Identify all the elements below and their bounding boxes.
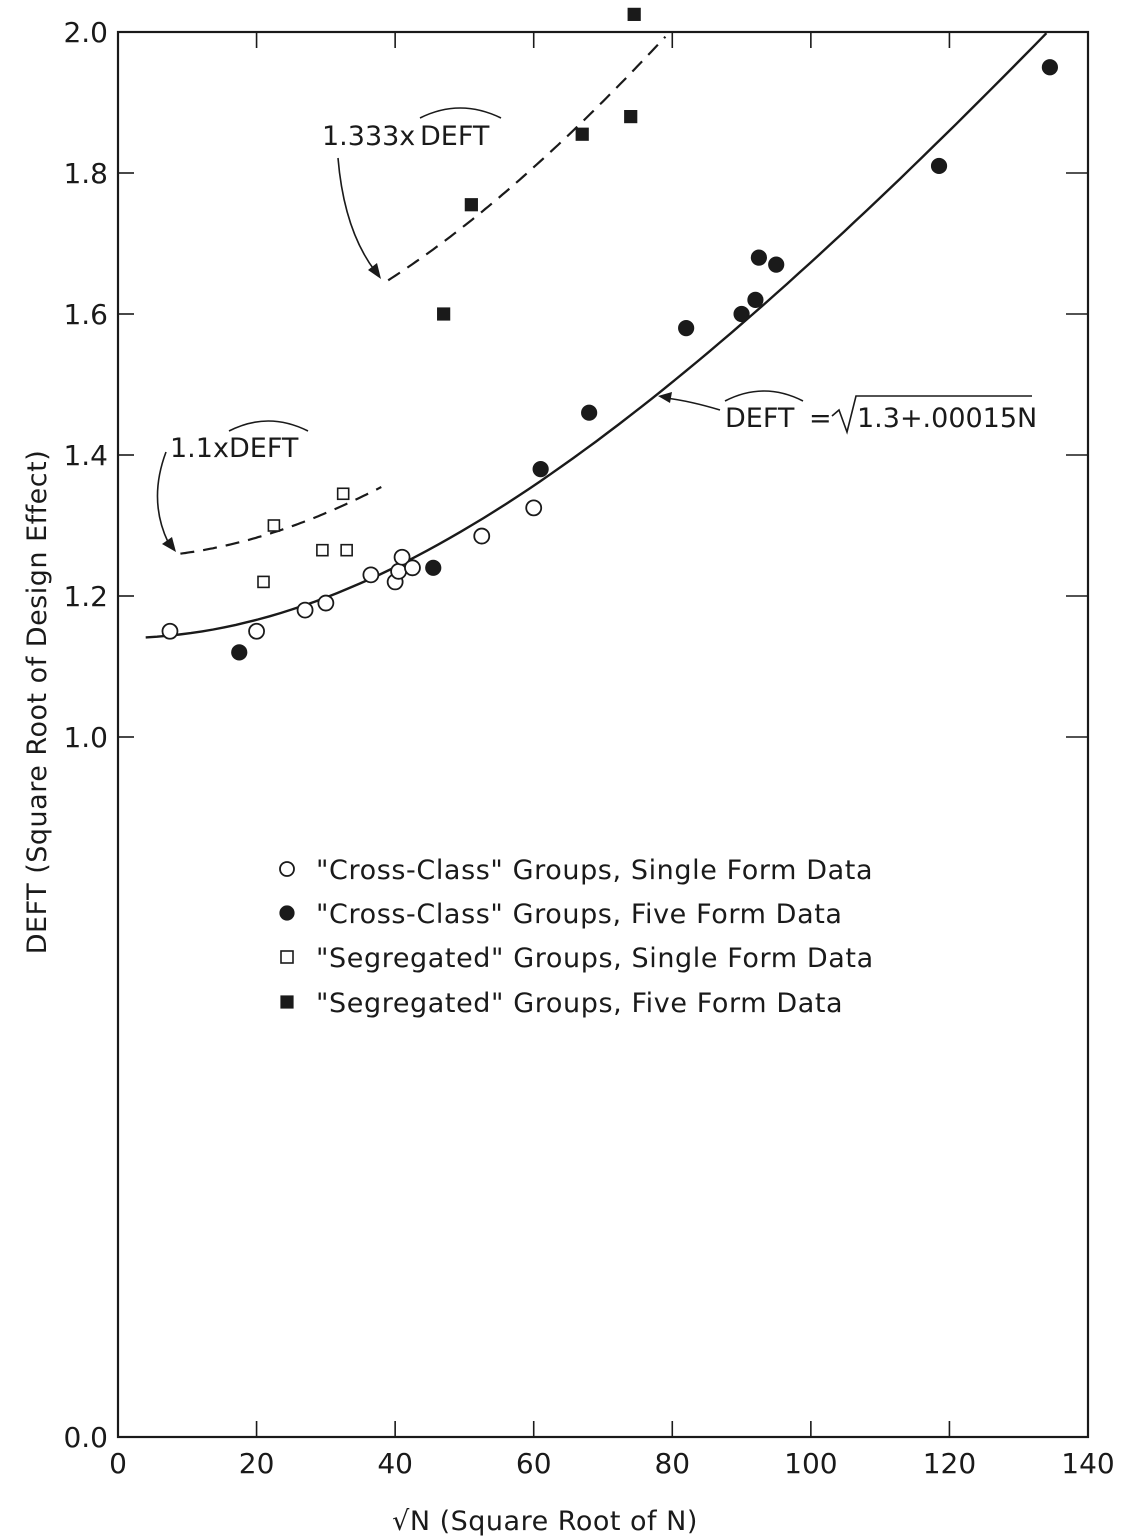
legend-marker-filled-square <box>280 995 294 1009</box>
formula-equals-text: = <box>809 403 832 434</box>
ticks: 0 20 40 60 80 100 120 140 0.0 1.0 1.2 1.4 1.6 1.8 2.0 <box>63 16 1114 1480</box>
upper-band-pointer-line <box>337 157 376 272</box>
lower-band-hat-mark <box>228 420 309 432</box>
point-open-circle-7 <box>393 548 411 566</box>
upper-band-prefix: 1.333x <box>322 121 415 152</box>
legend-label-2: "Segregated" Groups, Single Form Data <box>316 943 874 974</box>
lower-band-prefix: 1.1x <box>170 433 229 464</box>
point-open-circle-8 <box>404 559 421 577</box>
point-open-circle-2 <box>296 601 314 619</box>
upper-band-hat-mark <box>419 107 502 119</box>
x-tick-label-1: 20 <box>239 1447 275 1480</box>
point-open-circle-10 <box>525 499 543 517</box>
x-tick-label-5: 100 <box>784 1447 837 1480</box>
legend-marker-open-circle <box>279 861 295 877</box>
x-tick-label-0: 0 <box>109 1447 127 1480</box>
point-open-square-2 <box>316 543 329 557</box>
lower-band-hat-text: DEFT <box>229 433 299 464</box>
point-open-circle-0 <box>161 622 179 640</box>
lower-band-pointer-line <box>156 451 169 543</box>
formula-radical-mark <box>831 395 1032 435</box>
y-axis-title: DEFT (Square Root of Design Effect) <box>22 450 53 954</box>
point-filled-circle-7 <box>750 249 767 266</box>
y-tick-label-1: 1.0 <box>63 721 108 754</box>
point-open-circle-1 <box>248 622 265 640</box>
plot-frame <box>116 30 1090 1439</box>
point-filled-square-3 <box>624 109 638 124</box>
point-filled-circle-1 <box>425 559 442 576</box>
upper-band-annotation: 1.333x DEFT <box>322 107 502 279</box>
point-filled-square-0 <box>437 307 451 321</box>
point-filled-circle-10 <box>1041 59 1058 76</box>
legend-label-3: "Segregated" Groups, Five Form Data <box>316 988 843 1019</box>
legend: "Cross-Class" Groups, Single Form Data "… <box>279 855 874 1019</box>
point-filled-circle-2 <box>532 461 549 478</box>
upper-band-arrowhead <box>368 263 381 279</box>
point-open-square-0 <box>257 575 270 589</box>
point-filled-square-4 <box>627 7 641 21</box>
point-open-square-4 <box>340 543 353 557</box>
y-tick-label-4: 1.6 <box>63 298 108 331</box>
lower-band-arrowhead <box>162 537 176 552</box>
point-filled-circle-9 <box>930 157 948 175</box>
y-tick-label-5: 1.8 <box>63 157 108 190</box>
point-filled-circle-4 <box>678 320 695 337</box>
x-axis-title: √N (Square Root of N) <box>392 1506 698 1537</box>
y-tick-label-2: 1.2 <box>63 580 108 613</box>
fit-curve-solid-0 <box>145 32 1048 639</box>
point-filled-square-2 <box>575 127 589 141</box>
point-filled-circle-5 <box>733 305 750 323</box>
x-tick-label-3: 60 <box>516 1447 552 1480</box>
point-filled-circle-6 <box>747 291 764 308</box>
fit-curve-dashed-2 <box>387 35 667 282</box>
lower-band-annotation: 1.1x DEFT <box>156 420 309 552</box>
upper-band-hat-text: DEFT <box>420 121 490 152</box>
point-open-circle-4 <box>362 566 380 584</box>
x-tick-label-7: 140 <box>1061 1447 1114 1480</box>
legend-marker-open-square <box>280 950 294 964</box>
point-filled-circle-8 <box>768 256 785 273</box>
formula-hat-mark <box>724 390 804 402</box>
fit-curves <box>145 32 1048 639</box>
formula-pointer-line <box>665 397 721 411</box>
formula-annotation: DEFT = 1.3+.00015N <box>658 390 1037 435</box>
axes <box>116 30 1090 1439</box>
point-filled-square-1 <box>464 198 478 212</box>
fit-curve-dashed-1 <box>180 486 382 555</box>
legend-label-0: "Cross-Class" Groups, Single Form Data <box>316 855 873 886</box>
point-open-square-3 <box>336 487 350 501</box>
formula-hat-text: DEFT <box>725 403 795 434</box>
y-tick-label-3: 1.4 <box>63 439 108 472</box>
point-open-circle-9 <box>473 527 491 545</box>
legend-label-1: "Cross-Class" Groups, Five Form Data <box>316 899 843 930</box>
y-tick-label-6: 2.0 <box>63 16 108 49</box>
point-filled-circle-0 <box>231 644 248 661</box>
data-points <box>161 7 1058 661</box>
point-filled-circle-3 <box>581 404 598 421</box>
point-open-circle-6 <box>390 562 408 580</box>
y-tick-label-0: 0.0 <box>63 1421 108 1454</box>
x-tick-label-6: 120 <box>923 1447 976 1480</box>
x-tick-label-4: 80 <box>654 1447 690 1480</box>
legend-marker-filled-circle <box>279 905 295 921</box>
formula-radicand-text: 1.3+.00015N <box>857 403 1037 434</box>
formula-arrowhead <box>658 392 672 403</box>
x-tick-label-2: 40 <box>377 1447 413 1480</box>
point-open-circle-3 <box>317 594 335 612</box>
point-open-square-1 <box>267 519 281 532</box>
